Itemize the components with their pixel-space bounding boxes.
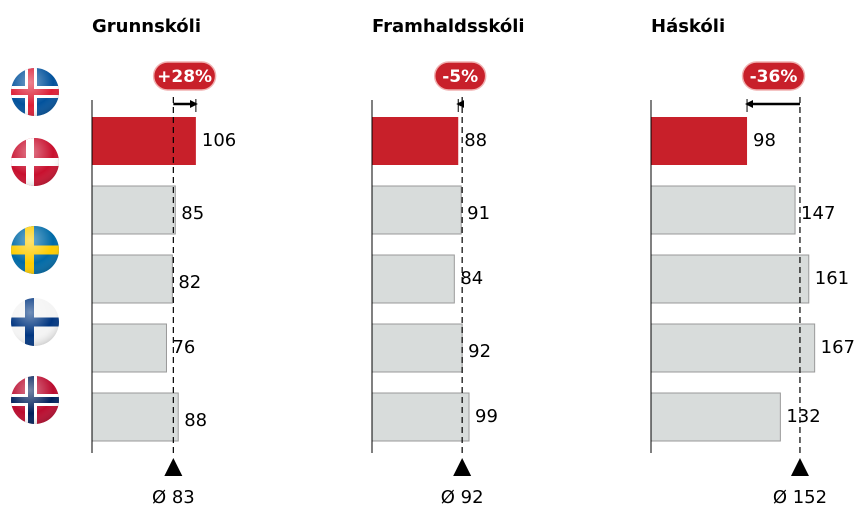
value-label: 161: [815, 268, 849, 289]
bar: [91, 392, 179, 442]
panel-title: Grunnskóli: [92, 16, 201, 37]
bar: [650, 185, 796, 235]
change-badge: [741, 61, 806, 91]
panel-title: Framhaldsskóli: [372, 16, 525, 37]
value-label: 98: [753, 130, 776, 151]
average-label: Ø 92: [441, 487, 484, 508]
panel-title: Háskóli: [651, 16, 725, 37]
bar: [92, 117, 196, 165]
change-label: +28%: [157, 67, 212, 87]
bar: [650, 392, 781, 442]
average-marker: [164, 458, 183, 476]
bar: [650, 323, 816, 373]
flag-norway: [11, 376, 59, 424]
bar: [372, 117, 459, 165]
value-label: 147: [801, 203, 835, 224]
change-badge: [433, 61, 487, 91]
bar: [371, 254, 455, 304]
value-label: 84: [460, 268, 483, 289]
change-badge: [152, 61, 217, 91]
change-label: -36%: [750, 67, 798, 87]
flag-iceland: [11, 68, 59, 116]
value-label: 91: [467, 203, 490, 224]
value-label: 167: [821, 337, 855, 358]
value-label: 85: [181, 203, 204, 224]
value-label: 88: [184, 410, 207, 431]
bar: [91, 323, 167, 373]
value-label: 82: [178, 272, 201, 293]
average-marker: [790, 458, 809, 476]
value-label: 88: [464, 130, 487, 151]
change-label: -5%: [442, 67, 478, 87]
bar: [371, 392, 470, 442]
value-label: 132: [786, 406, 820, 427]
bar: [371, 323, 463, 373]
value-label: 99: [475, 406, 498, 427]
value-label: 76: [172, 337, 195, 358]
flag-sweden: [11, 226, 59, 274]
flag-denmark: [11, 138, 59, 186]
bar: [650, 254, 810, 304]
bar: [91, 185, 176, 235]
bar: [371, 185, 462, 235]
flag-finland: [11, 298, 59, 346]
value-label: 92: [468, 341, 491, 362]
bar: [91, 254, 173, 304]
bar: [651, 117, 748, 165]
average-label: Ø 83: [152, 487, 195, 508]
average-marker: [453, 458, 472, 476]
average-label: Ø 152: [773, 487, 827, 508]
value-label: 106: [202, 130, 236, 151]
